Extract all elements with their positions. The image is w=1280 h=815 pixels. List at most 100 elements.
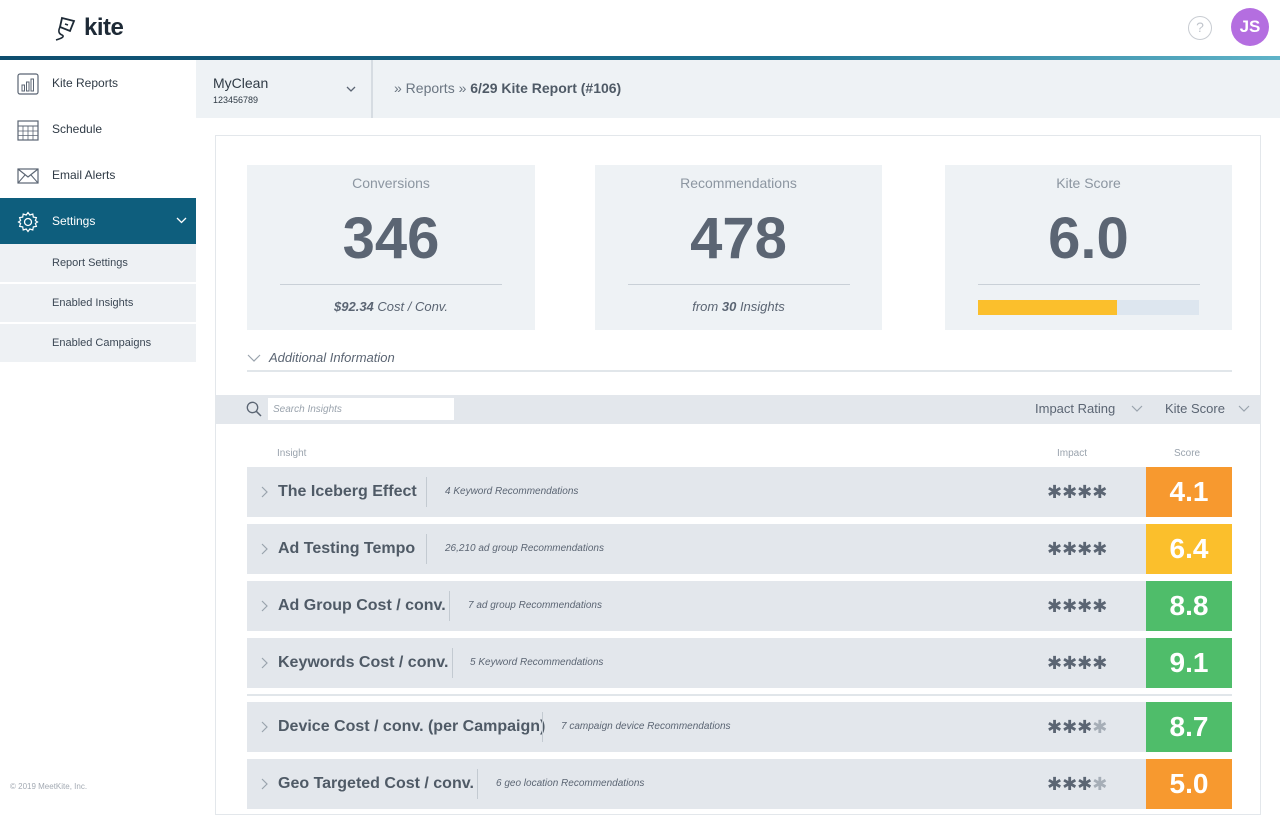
insight-row[interactable]: Ad Testing Tempo 26,210 ad group Recomme…: [247, 524, 1232, 574]
insight-score: 4.1: [1146, 467, 1232, 517]
impact-stars-empty: ✱: [1092, 774, 1108, 794]
impact-stars-filled: ✱✱✱✱: [1047, 539, 1108, 559]
card-title: Conversions: [352, 175, 430, 191]
account-id: 123456789: [213, 95, 259, 105]
breadcrumb: » Reports » 6/29 Kite Report (#106): [394, 80, 621, 96]
insight-name: The Iceberg Effect: [278, 483, 417, 500]
user-avatar[interactable]: JS: [1231, 8, 1269, 46]
sidebar-item-label: Settings: [52, 214, 96, 228]
chevron-down-icon[interactable]: [1238, 405, 1250, 413]
chevron-down-icon: [176, 217, 187, 224]
impact-stars-filled: ✱✱✱✱: [1047, 653, 1108, 673]
insight-name: Keywords Cost / conv.: [278, 654, 449, 671]
insight-recommendations: 5 Keyword Recommendations: [470, 657, 604, 668]
row-divider: [426, 477, 427, 507]
sidebar-subitem-report-settings[interactable]: Report Settings: [0, 244, 196, 283]
sidebar-item-label: Schedule: [52, 122, 103, 136]
sidebar-item-kite-reports[interactable]: Kite Reports: [0, 60, 196, 106]
recommendations-card: Recommendations 478 from 30 Insights: [595, 165, 882, 330]
cost-per-conv-value: $92.34: [334, 299, 374, 314]
impact-stars: ✱✱✱✱: [1047, 596, 1107, 617]
sidebar-subitem-enabled-campaigns[interactable]: Enabled Campaigns: [0, 324, 196, 363]
chevron-down-icon[interactable]: [1131, 405, 1143, 413]
row-divider: [452, 648, 453, 678]
chevron-right-icon: [261, 543, 268, 555]
card-footer: from 30 Insights: [595, 299, 882, 314]
insight-row[interactable]: Device Cost / conv. (per Campaign) 7 cam…: [247, 702, 1232, 752]
sidebar-item-settings[interactable]: Settings: [0, 198, 196, 244]
sidebar-subitem-label: Enabled Campaigns: [52, 337, 152, 349]
kite-logo-icon: [55, 16, 76, 41]
sidebar: Kite Reports Schedule Email Alerts Setti…: [0, 60, 196, 800]
envelope-icon: [17, 168, 39, 184]
chevron-right-icon: [261, 600, 268, 612]
impact-stars: ✱✱✱✱: [1047, 774, 1107, 795]
chevron-right-icon: [261, 486, 268, 498]
insight-recommendations: 6 geo location Recommendations: [496, 778, 645, 789]
impact-stars-empty: ✱: [1092, 717, 1108, 737]
impact-stars-filled: ✱✱✱: [1047, 774, 1093, 794]
insight-row[interactable]: Keywords Cost / conv. 5 Keyword Recommen…: [247, 638, 1232, 688]
impact-stars: ✱✱✱✱: [1047, 482, 1107, 503]
top-bar: kite ? JS: [0, 0, 1280, 56]
account-bar: MyClean 123456789 » Reports » 6/29 Kite …: [196, 60, 1280, 118]
account-selector[interactable]: MyClean 123456789: [196, 60, 373, 118]
insight-score: 5.0: [1146, 759, 1232, 809]
insight-recommendations: 4 Keyword Recommendations: [445, 486, 579, 497]
chevron-right-icon: [261, 721, 268, 733]
conversions-card: Conversions 346 $92.34 Cost / Conv.: [247, 165, 535, 330]
card-divider: [628, 284, 850, 285]
insight-score: 8.8: [1146, 581, 1232, 631]
card-footer: $92.34 Cost / Conv.: [247, 299, 535, 314]
impact-stars-filled: ✱✱✱✱: [1047, 482, 1108, 502]
card-value: 346: [342, 206, 440, 271]
row-divider: [477, 769, 478, 799]
sort-impact-rating[interactable]: Impact Rating: [1035, 401, 1116, 416]
insights-prefix: from: [692, 299, 722, 314]
header-accent-line: [0, 56, 1280, 60]
insight-score: 6.4: [1146, 524, 1232, 574]
insight-row[interactable]: Ad Group Cost / conv. 7 ad group Recomme…: [247, 581, 1232, 631]
insight-name: Ad Group Cost / conv.: [278, 597, 446, 614]
card-title: Recommendations: [680, 175, 797, 191]
chevron-down-icon: [247, 354, 261, 362]
insight-recommendations: 26,210 ad group Recommendations: [445, 543, 604, 554]
card-value: 6.0: [1048, 206, 1129, 271]
sidebar-subitem-label: Enabled Insights: [52, 297, 134, 309]
impact-stars: ✱✱✱✱: [1047, 653, 1107, 674]
filter-bar: Impact Rating Kite Score: [216, 395, 1260, 424]
card-title: Kite Score: [1056, 175, 1121, 191]
sidebar-subitem-enabled-insights[interactable]: Enabled Insights: [0, 284, 196, 323]
insight-name: Geo Targeted Cost / conv.: [278, 775, 474, 792]
insight-row[interactable]: Geo Targeted Cost / conv. 6 geo location…: [247, 759, 1232, 809]
search-icon[interactable]: [246, 401, 262, 417]
impact-stars: ✱✱✱✱: [1047, 717, 1107, 738]
additional-info-label: Additional Information: [269, 350, 395, 365]
column-header-insight: Insight: [277, 448, 307, 459]
kite-logo[interactable]: kite: [54, 14, 124, 42]
insight-name: Ad Testing Tempo: [278, 540, 416, 557]
insight-score: 8.7: [1146, 702, 1232, 752]
sidebar-item-email-alerts[interactable]: Email Alerts: [0, 152, 196, 198]
insight-name: Device Cost / conv. (per Campaign): [278, 718, 546, 735]
chevron-right-icon: [261, 657, 268, 669]
search-insights-input[interactable]: [268, 398, 454, 420]
insights-count: 30: [721, 299, 737, 314]
impact-stars-filled: ✱✱✱✱: [1047, 596, 1108, 616]
kite-score-bar: [978, 300, 1199, 315]
insights-suffix: Insights: [736, 299, 785, 314]
row-divider: [449, 591, 450, 621]
help-icon[interactable]: ?: [1188, 16, 1212, 40]
insight-score: 9.1: [1146, 638, 1232, 688]
gear-icon: [17, 211, 39, 233]
breadcrumb-reports-link[interactable]: » Reports »: [394, 80, 467, 96]
chevron-down-icon: [346, 86, 356, 92]
sidebar-item-label: Kite Reports: [52, 76, 119, 90]
additional-info-toggle[interactable]: Additional Information: [247, 350, 1232, 372]
copyright: © 2019 MeetKite, Inc.: [10, 782, 88, 791]
insight-row[interactable]: The Iceberg Effect 4 Keyword Recommendat…: [247, 467, 1232, 517]
sidebar-item-label: Email Alerts: [52, 168, 116, 182]
sidebar-subitem-label: Report Settings: [52, 257, 128, 269]
sort-kite-score[interactable]: Kite Score: [1165, 401, 1225, 416]
sidebar-item-schedule[interactable]: Schedule: [0, 106, 196, 152]
